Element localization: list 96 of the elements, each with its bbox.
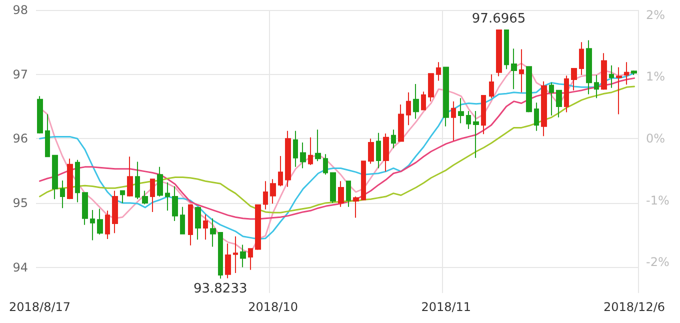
candlestick [52,154,58,200]
candlestick [203,214,208,240]
candlestick [278,156,283,187]
x-tick-label: 2018/12/6 [603,300,666,314]
candlestick [60,180,65,209]
candlestick [451,100,456,142]
y2-tick-label: 1% [646,70,666,84]
candlestick [67,158,73,200]
candlestick [413,83,419,120]
candlestick [406,92,411,126]
candlestick [338,180,344,208]
candlestick [631,70,637,76]
candlestick [398,104,404,142]
candlestick [609,64,614,88]
candlestick [150,178,155,212]
candlestick [75,159,80,203]
candlestick [240,244,246,268]
candlestick [97,208,103,235]
candlestick [105,210,110,240]
candlestick [458,98,464,124]
candlestick [346,180,351,208]
candlestick [315,129,321,162]
candlestick [489,74,494,99]
candlestick [383,132,389,172]
candlestick [188,204,193,246]
candlestick [293,130,298,168]
candlestick [594,74,599,99]
x-tick-label: 2018/8/17 [8,300,71,314]
y2-tick-label: 0% [646,132,666,146]
candlestick [443,66,449,127]
candlestick [165,182,170,212]
candlestick [353,196,359,218]
annotation: 93.8233 [193,282,248,297]
candlestick [571,68,577,91]
candlestick [233,236,238,274]
y2-tick-label: 2% [646,8,666,22]
candlestick [436,62,441,82]
y-tick-label: 97 [12,67,28,82]
y-tick-label: 95 [12,196,28,210]
candlestick [157,166,163,198]
candlestick [285,130,291,188]
candlestick [112,190,118,234]
candlestick [368,138,374,164]
x-tick-label: 2018/11 [421,300,472,314]
candlestick [466,110,471,130]
candlestick [37,96,43,134]
candlestick [519,48,524,93]
candlestick [481,95,486,135]
candlestick [564,75,569,113]
y-tick-label: 96 [12,132,28,146]
candlestick [270,178,276,204]
candlestick [526,66,532,113]
candlestick [624,62,629,86]
candlestick [504,29,509,70]
candlestick [142,190,148,205]
candlestick [82,192,88,226]
candlestick [421,91,426,110]
x-tick-label: 2018/10 [248,300,298,314]
candlestick [120,190,125,204]
candlestick [210,218,216,248]
candlestick [180,206,185,234]
candlestick [376,132,381,169]
candlestick [601,52,607,90]
annotation: 97.6965 [472,12,526,27]
candlestick [225,242,231,279]
candlestick [556,90,562,118]
candlestick [135,161,140,200]
candlestick [541,80,547,137]
candlestick [511,48,517,90]
candlestick [255,204,261,250]
candlestick [549,82,554,116]
candlestick [308,136,313,166]
candlestick [391,129,396,149]
candlestick [45,114,50,158]
candlestick [534,102,539,132]
y2-tick-label: -1% [646,193,670,208]
candlestick [330,172,336,204]
candlestick [579,42,584,76]
candlestick [172,186,178,222]
candlestick [323,154,328,176]
y2-tick-label: -2% [646,255,670,270]
candlestick [496,29,502,77]
candlestick [361,160,366,201]
candlestick [428,73,434,102]
candlestick [263,180,268,210]
candlestick [90,210,95,241]
candlestick [473,110,479,158]
candlestick [300,142,306,169]
candlestick [127,156,133,198]
candlestick [586,40,592,95]
candlestick [218,232,223,280]
candlestick [195,206,201,240]
y-tick-label: 98 [12,3,28,17]
y-tick-label: 94 [12,260,28,274]
candlestick [616,66,622,115]
candlestick [248,248,253,270]
